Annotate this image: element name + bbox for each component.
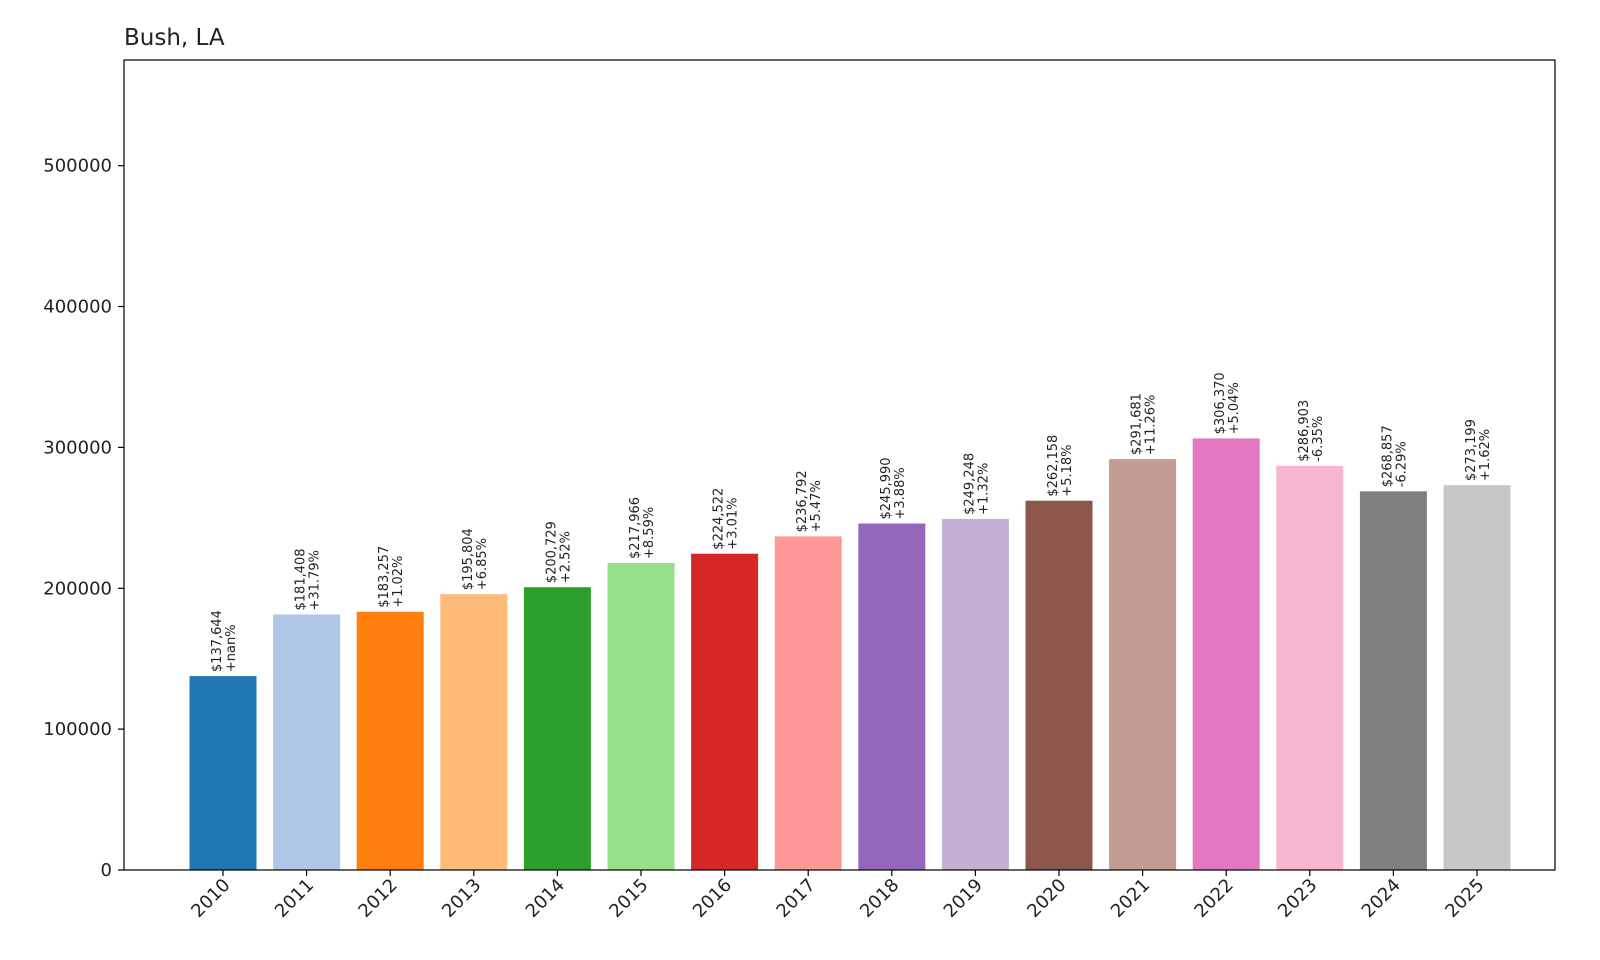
x-tick-label-2021: 2021 [1107, 875, 1154, 922]
y-tick-label: 500000 [43, 156, 112, 177]
bar-value-label: $183,257 [377, 546, 392, 608]
bar-2022 [1192, 438, 1260, 870]
bar-label-2018: $245,990+3.88% [879, 457, 908, 519]
bars-group [189, 438, 1511, 870]
y-tick-label: 200000 [43, 578, 112, 599]
bar-2023 [1276, 465, 1344, 870]
bar-label-2024: $268,857-6.29% [1380, 425, 1409, 487]
bar-change-label: +5.47% [809, 480, 824, 532]
bar-label-2019: $249,248+1.32% [962, 453, 991, 515]
y-tick-label: 300000 [43, 437, 112, 458]
bar-label-2011: $181,408+31.79% [294, 548, 323, 610]
bar-label-2013: $195,804+6.85% [461, 528, 490, 590]
x-tick-label-2011: 2011 [271, 875, 318, 922]
bar-value-label: $273,199 [1464, 419, 1479, 481]
bar-label-2021: $291,681+11.26% [1130, 393, 1159, 455]
bar-value-label: $306,370 [1213, 372, 1228, 434]
bar-label-2025: $273,199+1.62% [1464, 419, 1493, 481]
x-tick-label-2014: 2014 [522, 875, 569, 922]
bar-value-label: $249,248 [962, 453, 977, 515]
x-tick-label-2013: 2013 [438, 875, 485, 922]
chart-title: Bush, LA [124, 25, 225, 51]
bar-value-label: $291,681 [1130, 393, 1145, 455]
bar-value-label: $262,158 [1046, 435, 1061, 497]
bar-value-label: $200,729 [544, 521, 559, 583]
bar-2025 [1443, 485, 1511, 870]
bar-2016 [691, 553, 759, 870]
y-tick-label: 100000 [43, 719, 112, 740]
bar-value-label: $236,792 [795, 470, 810, 532]
bar-value-label: $224,522 [712, 488, 727, 550]
y-tick-label: 400000 [43, 297, 112, 318]
bar-change-label: +5.04% [1227, 382, 1242, 434]
x-tick-label-2016: 2016 [689, 875, 736, 922]
bar-value-label: $137,644 [210, 610, 225, 672]
bar-label-2010: $137,644+nan% [210, 610, 239, 672]
bar-value-label: $217,966 [628, 497, 643, 559]
bar-value-label: $181,408 [294, 548, 309, 610]
bar-change-label: +1.62% [1478, 429, 1493, 481]
bar-change-label: +6.85% [475, 538, 490, 590]
bar-change-label: +11.26% [1144, 395, 1159, 455]
x-tick-label-2018: 2018 [856, 875, 903, 922]
bar-change-label: +31.79% [308, 550, 323, 610]
y-tick-label: 0 [101, 860, 112, 881]
bar-label-2020: $262,158+5.18% [1046, 435, 1075, 497]
x-tick-label-2010: 2010 [187, 875, 234, 922]
x-tick-label-2023: 2023 [1274, 875, 1321, 922]
bar-label-2023: $286,903-6.35% [1297, 400, 1326, 462]
plot-frame [123, 59, 1556, 871]
bar-change-label: -6.29% [1394, 441, 1409, 487]
bar-label-2015: $217,966+8.59% [628, 497, 657, 559]
bar-change-label: +1.32% [976, 463, 991, 515]
x-tick-label-2020: 2020 [1023, 875, 1070, 922]
y-axis: 0 100000 200000 300000 400000 500000 [43, 156, 124, 881]
bar-label-2014: $200,729+2.52% [544, 521, 573, 583]
bar-2019 [941, 518, 1009, 870]
bar-2012 [356, 611, 424, 870]
bar-label-2016: $224,522+3.01% [712, 488, 741, 550]
bar-2015 [607, 563, 675, 870]
bar-change-label: +nan% [224, 624, 239, 672]
bar-2014 [523, 587, 591, 870]
bar-change-label: +5.18% [1060, 444, 1075, 496]
bar-change-label: -6.35% [1311, 416, 1326, 462]
bar-2024 [1359, 491, 1427, 870]
bar-change-label: +2.52% [558, 531, 573, 583]
bar-change-label: +1.02% [391, 556, 406, 608]
bar-2013 [440, 594, 508, 870]
bar-2020 [1025, 500, 1093, 870]
bar-change-label: +8.59% [642, 507, 657, 559]
bar-change-label: +3.88% [893, 467, 908, 519]
bar-label-2012: $183,257+1.02% [377, 546, 406, 608]
bar-value-label: $245,990 [879, 457, 894, 519]
bar-value-label: $268,857 [1380, 425, 1395, 487]
bar-2018 [858, 523, 926, 870]
x-tick-label-2025: 2025 [1441, 875, 1488, 922]
bar-label-2017: $236,792+5.47% [795, 470, 824, 532]
x-axis: 2010 2011 2012 2013 2014 2015 2016 2017 2018 2019… [187, 870, 1489, 922]
bar-value-label: $286,903 [1297, 400, 1312, 462]
bar-2021 [1109, 459, 1177, 870]
x-tick-label-2017: 2017 [772, 875, 819, 922]
bar-change-label: +3.01% [726, 497, 741, 549]
x-tick-label-2012: 2012 [354, 875, 401, 922]
bar-2011 [273, 614, 341, 870]
x-tick-label-2019: 2019 [940, 875, 987, 922]
bar-labels-group: $137,644+nan% $181,408+31.79% $183,257+1.0… [210, 372, 1493, 672]
x-tick-label-2022: 2022 [1190, 875, 1237, 922]
bar-2017 [774, 536, 842, 870]
x-tick-label-2024: 2024 [1358, 875, 1405, 922]
x-tick-label-2015: 2015 [605, 875, 652, 922]
bar-label-2022: $306,370+5.04% [1213, 372, 1242, 434]
bar-value-label: $195,804 [461, 528, 476, 590]
bar-2010 [189, 676, 257, 870]
